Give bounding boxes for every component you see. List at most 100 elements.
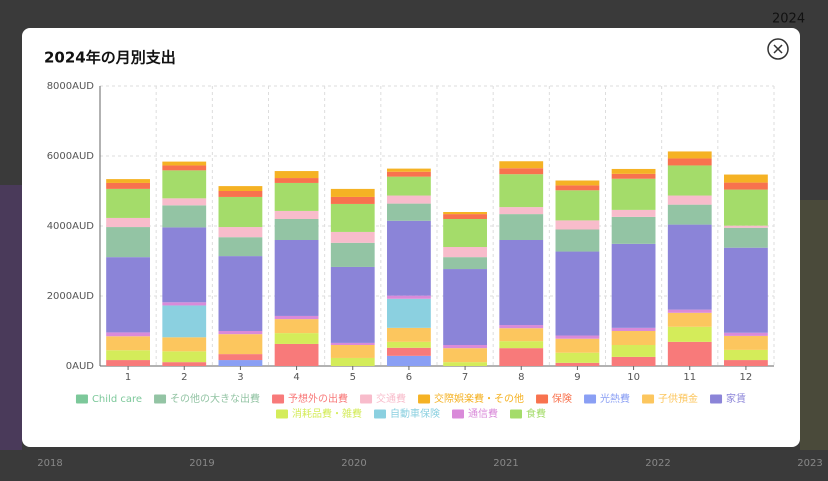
bar-segment bbox=[499, 214, 544, 240]
bar-segment bbox=[162, 165, 207, 171]
bar-segment bbox=[499, 325, 544, 329]
bar-segment bbox=[106, 332, 150, 337]
legend-swatch bbox=[584, 394, 597, 404]
bar-segment bbox=[162, 161, 207, 166]
bar-segment bbox=[330, 203, 375, 232]
bar-segment bbox=[443, 348, 487, 363]
bar-segment bbox=[724, 225, 768, 228]
bar-segment bbox=[443, 247, 487, 258]
bar-segment bbox=[555, 338, 600, 353]
x-tick-label: 4 bbox=[293, 372, 299, 383]
legend-item[interactable]: 交際娯楽費・その他 bbox=[418, 392, 524, 405]
legend-item[interactable]: 交通費 bbox=[360, 392, 406, 405]
bar-segment bbox=[162, 205, 207, 228]
bar-segment bbox=[555, 362, 600, 366]
legend-item[interactable]: 保険 bbox=[536, 392, 572, 405]
bar-segment bbox=[218, 227, 263, 238]
close-icon[interactable] bbox=[773, 44, 783, 54]
bar-segment bbox=[724, 332, 768, 336]
x-tick-label: 7 bbox=[462, 372, 468, 383]
bar-segment bbox=[499, 168, 544, 175]
legend-swatch bbox=[710, 394, 723, 404]
bar-segment bbox=[330, 231, 375, 243]
y-tick-label: 4000AUD bbox=[47, 221, 95, 232]
bar-segment bbox=[499, 207, 544, 215]
x-tick-label: 2 bbox=[181, 372, 187, 383]
bar-segment bbox=[274, 219, 319, 240]
bar-segment bbox=[443, 212, 487, 215]
bar-segment bbox=[274, 171, 319, 179]
bar-segment bbox=[387, 168, 431, 172]
x-tick-label: 1 bbox=[125, 372, 131, 383]
background-year: 2024 bbox=[772, 12, 805, 27]
bar-segment bbox=[106, 336, 150, 351]
background-year: 2019 bbox=[189, 458, 214, 469]
bar-segment bbox=[724, 349, 768, 361]
bar-segment bbox=[274, 240, 319, 316]
bar-segment bbox=[724, 227, 768, 248]
bar-segment bbox=[667, 224, 712, 310]
bar-segment bbox=[611, 209, 656, 217]
bar-segment bbox=[330, 357, 375, 366]
y-tick-label: 2000AUD bbox=[47, 291, 95, 302]
bar-segment bbox=[330, 188, 375, 197]
legend-swatch bbox=[452, 409, 464, 419]
bar-segment bbox=[555, 335, 600, 339]
bar-segment bbox=[443, 257, 487, 270]
legend-label: 光熱費 bbox=[600, 392, 630, 405]
legend-label: 子供預金 bbox=[658, 392, 698, 405]
bar-segment bbox=[443, 269, 487, 345]
bar-segment bbox=[274, 182, 319, 211]
bar-segment bbox=[667, 312, 712, 327]
background-chart bbox=[800, 200, 828, 450]
bar-segment bbox=[218, 196, 263, 228]
x-tick-label: 12 bbox=[740, 372, 753, 383]
bar-segment bbox=[106, 217, 150, 228]
bar-segment bbox=[667, 158, 712, 166]
bar-segment bbox=[555, 251, 600, 336]
close-button[interactable] bbox=[767, 38, 789, 60]
bar-segment bbox=[499, 341, 544, 349]
legend-item[interactable]: 自動車保険 bbox=[374, 407, 440, 420]
bar-segment bbox=[274, 333, 319, 344]
bar-segment bbox=[555, 352, 600, 363]
bar-segment bbox=[218, 186, 263, 191]
legend-swatch bbox=[418, 394, 431, 404]
bar-segment bbox=[611, 173, 656, 179]
bar-segment bbox=[499, 240, 544, 326]
bar-segment bbox=[499, 348, 544, 366]
legend-label: 家賃 bbox=[726, 392, 746, 405]
bar-segment bbox=[162, 302, 207, 306]
bar-segment bbox=[724, 335, 768, 350]
y-tick-label: 6000AUD bbox=[47, 151, 95, 162]
bar-segment bbox=[555, 229, 600, 252]
legend-item[interactable]: 子供預金 bbox=[642, 392, 698, 405]
bar-segment bbox=[724, 182, 768, 190]
y-tick-label: 0AUD bbox=[66, 361, 95, 372]
legend-item[interactable]: 光熱費 bbox=[584, 392, 630, 405]
legend-item[interactable]: 通信費 bbox=[452, 407, 498, 420]
legend-label: Child care bbox=[92, 394, 142, 405]
bar-segment bbox=[218, 354, 263, 361]
bar-segment bbox=[443, 214, 487, 219]
bar-segment bbox=[106, 360, 150, 366]
bar-segment bbox=[387, 203, 431, 221]
legend-item[interactable]: Child care bbox=[75, 394, 142, 405]
bar-segment bbox=[499, 161, 544, 169]
bar-segment bbox=[724, 174, 768, 183]
legend-item[interactable]: 消耗品費・雑費 bbox=[276, 407, 362, 420]
x-tick-label: 6 bbox=[406, 372, 412, 383]
bar-segment bbox=[724, 189, 768, 226]
background-year: 2021 bbox=[493, 458, 518, 469]
legend-item[interactable]: その他の大きな出費 bbox=[154, 392, 260, 405]
legend-label: 交通費 bbox=[376, 392, 406, 405]
legend-item[interactable]: 食費 bbox=[510, 407, 546, 420]
background-chart bbox=[0, 185, 22, 450]
legend-swatch bbox=[276, 409, 288, 419]
legend-label: 消耗品費・雑費 bbox=[292, 407, 362, 420]
legend-swatch bbox=[75, 394, 88, 404]
legend-item[interactable]: 予想外の出費 bbox=[272, 392, 348, 405]
legend-item[interactable]: 家賃 bbox=[710, 392, 746, 405]
